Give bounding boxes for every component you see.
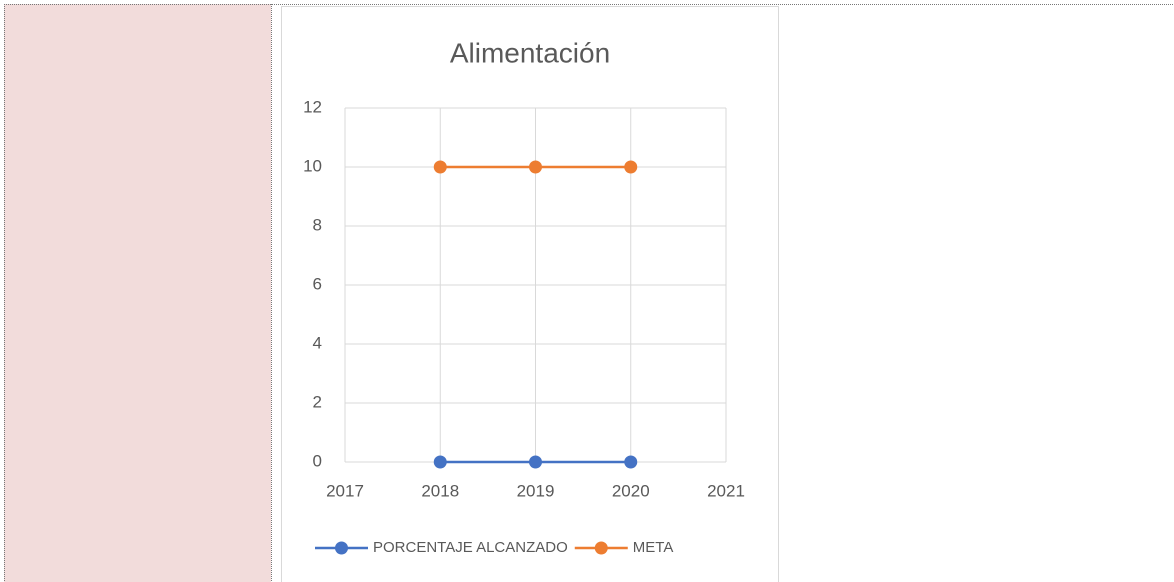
y-tick-label: 2 bbox=[313, 392, 322, 411]
x-tick-label: 2018 bbox=[421, 481, 459, 500]
y-tick-label: 8 bbox=[313, 215, 322, 234]
x-tick-label: 2017 bbox=[326, 481, 364, 500]
y-tick-label: 4 bbox=[313, 333, 322, 352]
y-tick-label: 12 bbox=[303, 97, 322, 116]
legend-label: META bbox=[633, 539, 674, 556]
point bbox=[529, 160, 542, 174]
point bbox=[433, 455, 447, 469]
x-tick-label: 2021 bbox=[707, 481, 745, 500]
legend-label: PORCENTAJE ALCANZADO bbox=[373, 539, 568, 556]
cell bbox=[4, 4, 271, 582]
legend-marker bbox=[594, 541, 608, 555]
y-tick-label: 0 bbox=[313, 451, 322, 470]
point bbox=[624, 455, 638, 469]
x-tick-label: 2020 bbox=[612, 481, 650, 500]
x-tick-label: 2019 bbox=[517, 481, 555, 500]
point bbox=[433, 160, 447, 174]
y-tick-label: 6 bbox=[313, 274, 322, 293]
legend-marker bbox=[335, 541, 348, 555]
point bbox=[624, 160, 638, 174]
y-tick-label: 10 bbox=[303, 156, 322, 175]
chart-title: Alimentación bbox=[450, 37, 610, 68]
point bbox=[529, 455, 542, 469]
chart-area bbox=[281, 6, 779, 582]
